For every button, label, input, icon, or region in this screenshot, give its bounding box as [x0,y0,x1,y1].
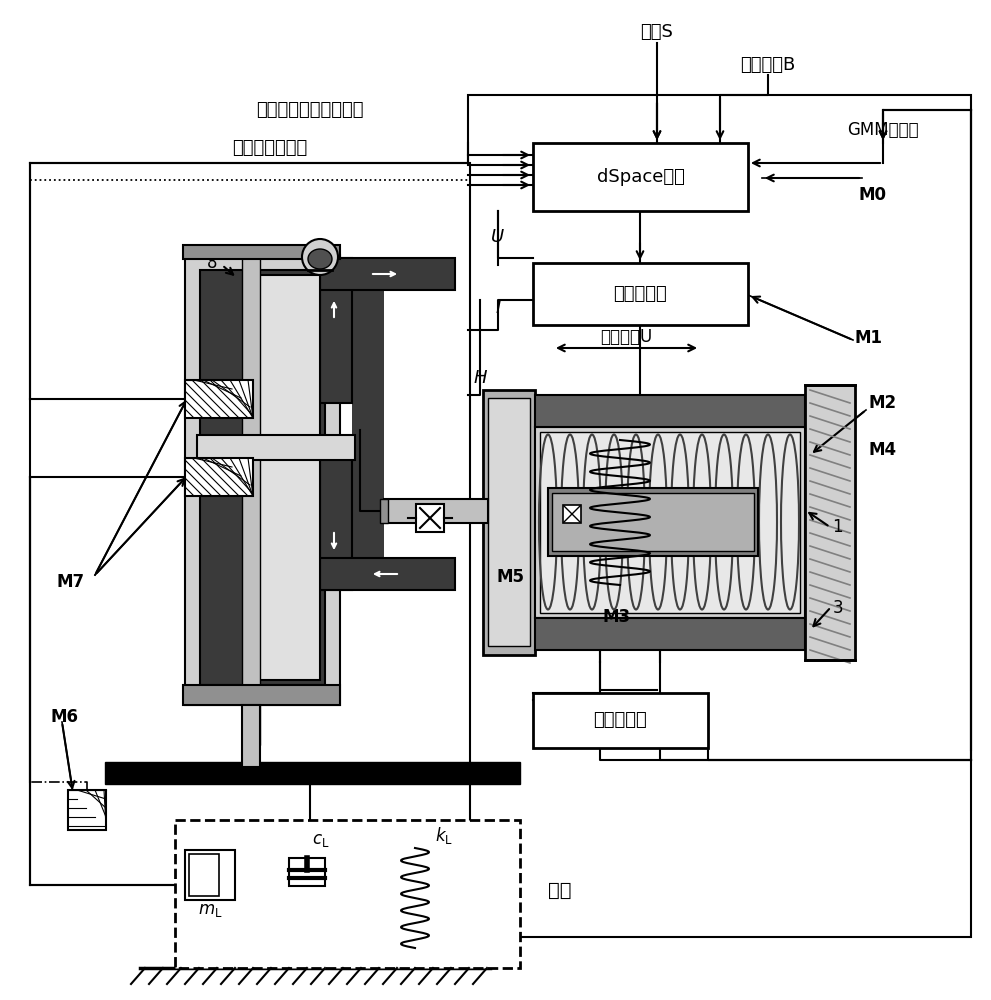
Bar [185,458,253,496]
Text: M0: M0 [858,186,886,204]
Text: 负载: 负载 [548,880,572,900]
FancyBboxPatch shape [175,820,520,968]
Text: GMM所受力: GMM所受力 [847,121,919,139]
Bar [320,558,455,590]
Bar [105,762,520,784]
Circle shape [302,239,338,275]
Bar [183,245,340,259]
Bar [468,95,971,937]
Bar [805,385,855,660]
Bar [183,685,340,705]
Bar [535,395,805,427]
Bar [380,499,388,523]
Text: M1: M1 [855,329,883,347]
Text: I: I [496,299,500,317]
Text: 数字磁通计: 数字磁通计 [594,712,647,730]
Bar [535,427,805,618]
Bar [535,618,805,650]
Text: $m_\mathrm{L}$: $m_\mathrm{L}$ [198,901,222,919]
Bar [384,499,488,523]
Text: H: H [474,369,487,387]
Bar [185,380,253,418]
Text: 位移、速度、加速度等: 位移、速度、加速度等 [257,101,364,119]
Bar [242,705,260,767]
Bar [68,790,106,830]
Bar [563,505,581,523]
Text: 功率放大器: 功率放大器 [613,285,667,303]
Text: M7: M7 [57,573,85,591]
Text: $c_\mathrm{L}$: $c_\mathrm{L}$ [312,831,329,849]
Text: M5: M5 [496,568,524,586]
Bar [320,258,352,403]
Text: 8: 8 [207,254,217,272]
Bar [320,450,352,590]
Bar [533,143,748,211]
Bar [185,255,340,705]
Text: M3: M3 [603,608,631,626]
Bar [185,850,235,900]
Text: $k_\mathrm{L}$: $k_\mathrm{L}$ [435,824,453,846]
Bar [352,258,384,590]
Text: 1: 1 [832,518,842,536]
Bar [320,258,455,290]
Bar [540,432,800,613]
Text: 控制电压U: 控制电压U [600,328,652,346]
Text: 磁通密度B: 磁通密度B [740,56,796,74]
Bar [552,493,754,551]
Ellipse shape [308,249,332,269]
Bar [252,275,320,680]
Bar [483,390,535,655]
Bar [416,504,444,532]
Bar [197,435,355,460]
Bar [242,255,260,745]
Bar [533,693,708,748]
Text: 3: 3 [833,599,843,617]
Bar [533,263,748,325]
Text: M4: M4 [868,441,896,459]
Bar [548,488,758,556]
Bar [488,398,530,646]
Text: 应变S: 应变S [640,23,674,41]
Text: U: U [492,228,504,246]
Bar [30,163,470,885]
Bar [289,858,325,886]
Text: 液压缸两侧压力: 液压缸两侧压力 [232,139,307,157]
Text: M2: M2 [868,394,896,412]
Text: dSpace平台: dSpace平台 [597,168,685,186]
Bar [189,854,219,896]
Text: M6: M6 [50,708,78,726]
Bar [200,270,325,685]
